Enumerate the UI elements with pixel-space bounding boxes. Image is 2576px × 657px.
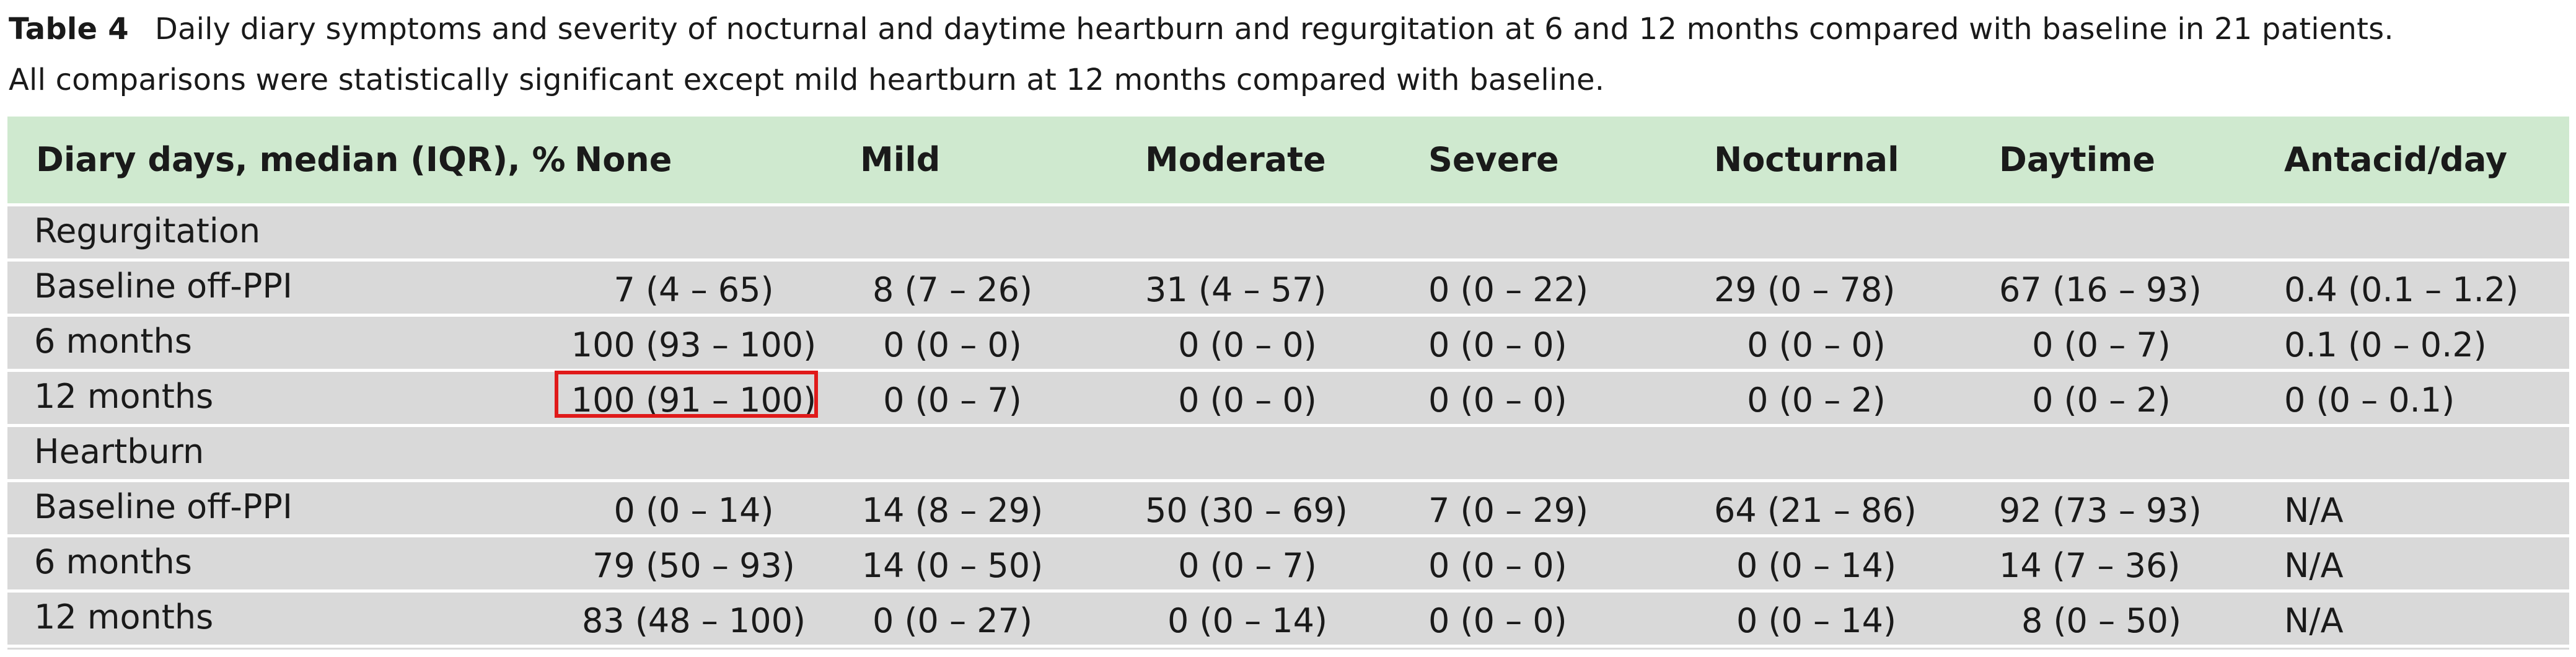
table-row: 12 months 83 (48 – 100) 0 (0 – 27) 0 (0 … — [7, 593, 2569, 648]
cell-severe: 0 (0 – 0) — [1428, 325, 1567, 364]
cell-antacid: N/A — [2284, 601, 2344, 640]
column-header-daytime: Daytime — [1999, 140, 2156, 179]
table-row: 6 months 79 (50 – 93) 14 (0 – 50) 0 (0 –… — [7, 537, 2569, 593]
cell-mild: 14 (8 – 29) — [861, 491, 1044, 530]
cell-nocturnal: 0 (0 – 14) — [1736, 601, 1897, 640]
column-header-antacid: Antacid/day — [2284, 140, 2508, 179]
cell-none: 7 (4 – 65) — [613, 270, 774, 309]
cell-nocturnal: 0 (0 – 2) — [1747, 381, 1886, 420]
cell-antacid: N/A — [2284, 491, 2344, 530]
section-header-row: Regurgitation — [7, 206, 2569, 262]
row-label: 6 months — [34, 322, 192, 361]
cell-daytime: 0 (0 – 2) — [2032, 381, 2171, 420]
cell-none: 100 (93 – 100) — [571, 325, 817, 364]
table-header-row: Diary days, median (IQR), % None Mild Mo… — [7, 117, 2569, 206]
cell-antacid: 0.4 (0.1 – 1.2) — [2284, 270, 2519, 309]
cell-mild: 0 (0 – 27) — [872, 601, 1033, 640]
table-row: 6 months 100 (93 – 100) 0 (0 – 0) 0 (0 –… — [7, 317, 2569, 372]
cell-moderate: 0 (0 – 14) — [1167, 601, 1328, 640]
cell-moderate: 0 (0 – 7) — [1178, 546, 1317, 585]
cell-severe: 0 (0 – 0) — [1428, 381, 1567, 420]
caption-text-line-2: All comparisons were statistically signi… — [9, 63, 1605, 97]
cell-mild: 14 (0 – 50) — [861, 546, 1044, 585]
table-label: Table 4 — [9, 12, 129, 46]
row-label: 6 months — [34, 542, 192, 581]
cell-daytime: 67 (16 – 93) — [1999, 270, 2202, 309]
cell-severe: 0 (0 – 0) — [1428, 546, 1567, 585]
column-header-moderate: Moderate — [1145, 140, 1326, 179]
cell-moderate: 50 (30 – 69) — [1145, 491, 1348, 530]
row-label: 12 months — [34, 377, 214, 416]
caption-line-1: Table 4 Daily diary symptoms and severity… — [9, 4, 2568, 55]
section-header-row: Heartburn — [7, 427, 2569, 482]
column-header-severe: Severe — [1428, 140, 1559, 179]
cell-nocturnal: 0 (0 – 0) — [1747, 325, 1886, 364]
section-title: Regurgitation — [34, 211, 261, 250]
cell-antacid: 0 (0 – 0.1) — [2284, 381, 2455, 420]
cell-nocturnal: 29 (0 – 78) — [1714, 270, 1896, 309]
row-label: 12 months — [34, 597, 214, 637]
cell-daytime: 14 (7 – 36) — [1999, 546, 2181, 585]
cell-none: 0 (0 – 14) — [613, 491, 774, 530]
cell-daytime: 0 (0 – 7) — [2032, 325, 2171, 364]
cell-moderate: 0 (0 – 0) — [1178, 325, 1317, 364]
cell-mild: 8 (7 – 26) — [872, 270, 1033, 309]
cell-severe: 7 (0 – 29) — [1428, 491, 1589, 530]
cell-severe: 0 (0 – 0) — [1428, 601, 1567, 640]
cell-daytime: 92 (73 – 93) — [1999, 491, 2202, 530]
section-title: Heartburn — [34, 432, 204, 471]
cell-moderate: 31 (4 – 57) — [1145, 270, 1327, 309]
cell-nocturnal: 64 (21 – 86) — [1714, 491, 1917, 530]
cell-mild: 0 (0 – 0) — [883, 325, 1022, 364]
row-label: Baseline off-PPI — [34, 487, 292, 526]
column-header-row-label: Diary days, median (IQR), % — [36, 140, 566, 179]
cell-moderate: 0 (0 – 0) — [1178, 381, 1317, 420]
cell-none: 100 (91 – 100) — [571, 381, 817, 420]
table-row: Baseline off-PPI 7 (4 – 65) 8 (7 – 26) 3… — [7, 262, 2569, 317]
table-caption: Table 4 Daily diary symptoms and severity… — [9, 4, 2568, 105]
column-header-nocturnal: Nocturnal — [1714, 140, 1899, 179]
row-label: Baseline off-PPI — [34, 267, 292, 306]
cell-none: 79 (50 – 93) — [592, 546, 795, 585]
data-table: Diary days, median (IQR), % None Mild Mo… — [7, 117, 2569, 650]
column-header-none: None — [574, 140, 672, 179]
table-row: 12 months 100 (91 – 100) 0 (0 – 7) 0 (0 … — [7, 372, 2569, 427]
cell-none: 83 (48 – 100) — [581, 601, 806, 640]
cell-nocturnal: 0 (0 – 14) — [1736, 546, 1897, 585]
cell-antacid: 0.1 (0 – 0.2) — [2284, 325, 2487, 364]
column-header-mild: Mild — [860, 140, 941, 179]
cell-mild: 0 (0 – 7) — [883, 381, 1022, 420]
cell-antacid: N/A — [2284, 546, 2344, 585]
cell-severe: 0 (0 – 22) — [1428, 270, 1589, 309]
cell-daytime: 8 (0 – 50) — [2021, 601, 2182, 640]
table-row: Baseline off-PPI 0 (0 – 14) 14 (8 – 29) … — [7, 482, 2569, 537]
caption-text-line-1: Daily diary symptoms and severity of noc… — [154, 12, 2394, 46]
